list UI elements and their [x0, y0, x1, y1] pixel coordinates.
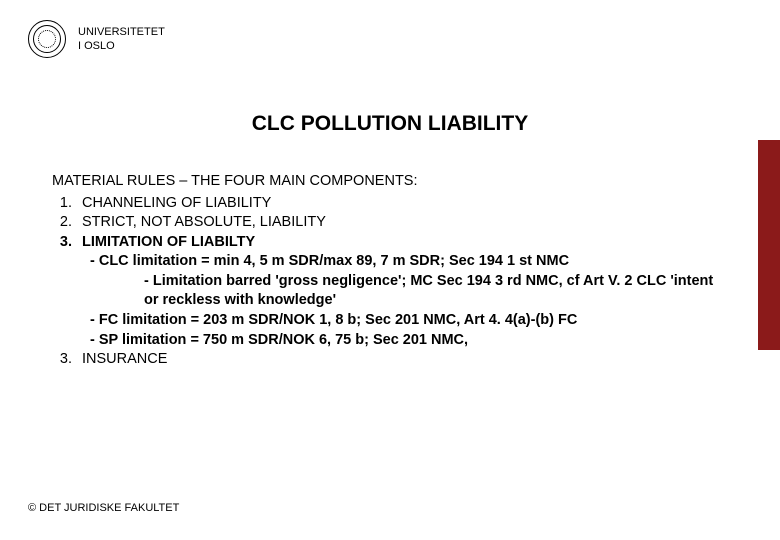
item-text: CHANNELING OF LIABILITY [82, 194, 720, 214]
sub-sub-item: - Limitation barred 'gross negligence'; … [52, 272, 720, 311]
sub-item: - SP limitation = 750 m SDR/NOK 6, 75 b;… [52, 331, 720, 351]
uni-line1: UNIVERSITETET [78, 25, 165, 39]
item-number: 1. [52, 194, 82, 214]
item-number: 3. [52, 350, 82, 370]
list-item: 1. CHANNELING OF LIABILITY [52, 194, 720, 214]
header: UNIVERSITETET I OSLO [28, 20, 165, 58]
item-text: INSURANCE [82, 350, 720, 370]
sub-item: - CLC limitation = min 4, 5 m SDR/max 89… [52, 252, 720, 272]
page-title: CLC POLLUTION LIABILITY [0, 112, 780, 136]
item-number: 2. [52, 213, 82, 233]
item-number: 3. [52, 233, 82, 253]
accent-sidebar [758, 140, 780, 350]
uni-line2: I OSLO [78, 39, 165, 53]
list-item: 3. INSURANCE [52, 350, 720, 370]
item-text: LIMITATION OF LIABILTY [82, 233, 720, 253]
content-body: MATERIAL RULES – THE FOUR MAIN COMPONENT… [52, 172, 720, 370]
university-name: UNIVERSITETET I OSLO [78, 25, 165, 54]
footer-text: © DET JURIDISKE FAKULTET [28, 502, 179, 514]
list-item: 2. STRICT, NOT ABSOLUTE, LIABILITY [52, 213, 720, 233]
item-text: STRICT, NOT ABSOLUTE, LIABILITY [82, 213, 720, 233]
university-seal-icon [28, 20, 66, 58]
intro-line: MATERIAL RULES – THE FOUR MAIN COMPONENT… [52, 172, 720, 192]
sub-item: - FC limitation = 203 m SDR/NOK 1, 8 b; … [52, 311, 720, 331]
list-item: 3. LIMITATION OF LIABILTY [52, 233, 720, 253]
